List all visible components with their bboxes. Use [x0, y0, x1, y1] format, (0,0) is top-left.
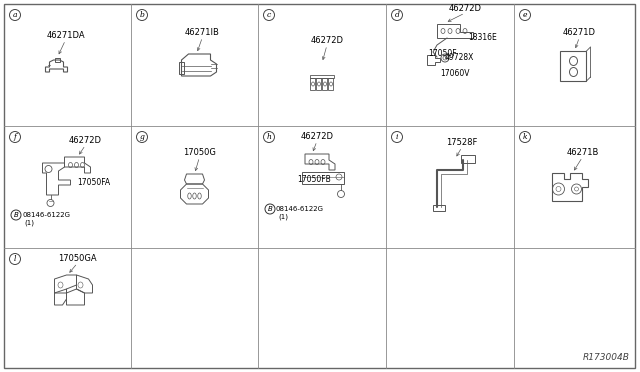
Text: b: b	[140, 11, 145, 19]
Text: g: g	[140, 133, 145, 141]
Text: 18316E: 18316E	[468, 32, 497, 42]
Text: 08146-6122G: 08146-6122G	[22, 212, 70, 218]
Text: (1): (1)	[278, 214, 288, 220]
Text: 17060V: 17060V	[440, 68, 470, 77]
Text: 46271B: 46271B	[566, 148, 598, 157]
Text: 49728X: 49728X	[445, 52, 474, 61]
Text: 17050FB: 17050FB	[297, 174, 331, 183]
Text: (1): (1)	[24, 220, 34, 226]
Text: R173004B: R173004B	[583, 353, 630, 362]
Text: 17050GA: 17050GA	[58, 254, 97, 263]
Text: k: k	[523, 133, 527, 141]
Text: 46271DA: 46271DA	[46, 31, 85, 40]
Text: 08146-6122G: 08146-6122G	[276, 206, 324, 212]
Text: 46272D: 46272D	[449, 4, 481, 13]
Text: e: e	[523, 11, 527, 19]
Bar	[310, 75, 334, 78]
Text: B: B	[13, 212, 19, 218]
Text: l: l	[13, 255, 16, 263]
Text: 17050FA: 17050FA	[77, 177, 111, 186]
Text: d: d	[395, 11, 399, 19]
Text: h: h	[267, 133, 271, 141]
Text: 17528F: 17528F	[446, 138, 477, 147]
Text: c: c	[267, 11, 271, 19]
Text: 46272D: 46272D	[69, 136, 102, 145]
Text: 17050G: 17050G	[183, 148, 216, 157]
Bar	[433, 205, 445, 211]
Bar	[179, 62, 184, 74]
Bar	[302, 172, 344, 184]
Bar	[461, 155, 475, 163]
Text: 17050F: 17050F	[428, 48, 456, 58]
Text: 46271D: 46271D	[563, 28, 596, 37]
Bar	[561, 51, 586, 81]
Text: i: i	[396, 133, 398, 141]
Text: 46272D: 46272D	[301, 132, 333, 141]
Bar	[54, 58, 60, 62]
Text: 46271IB: 46271IB	[185, 28, 220, 37]
Text: f: f	[13, 133, 17, 141]
Text: 46272D: 46272D	[310, 36, 344, 45]
Text: B: B	[268, 206, 273, 212]
Text: a: a	[13, 11, 17, 19]
